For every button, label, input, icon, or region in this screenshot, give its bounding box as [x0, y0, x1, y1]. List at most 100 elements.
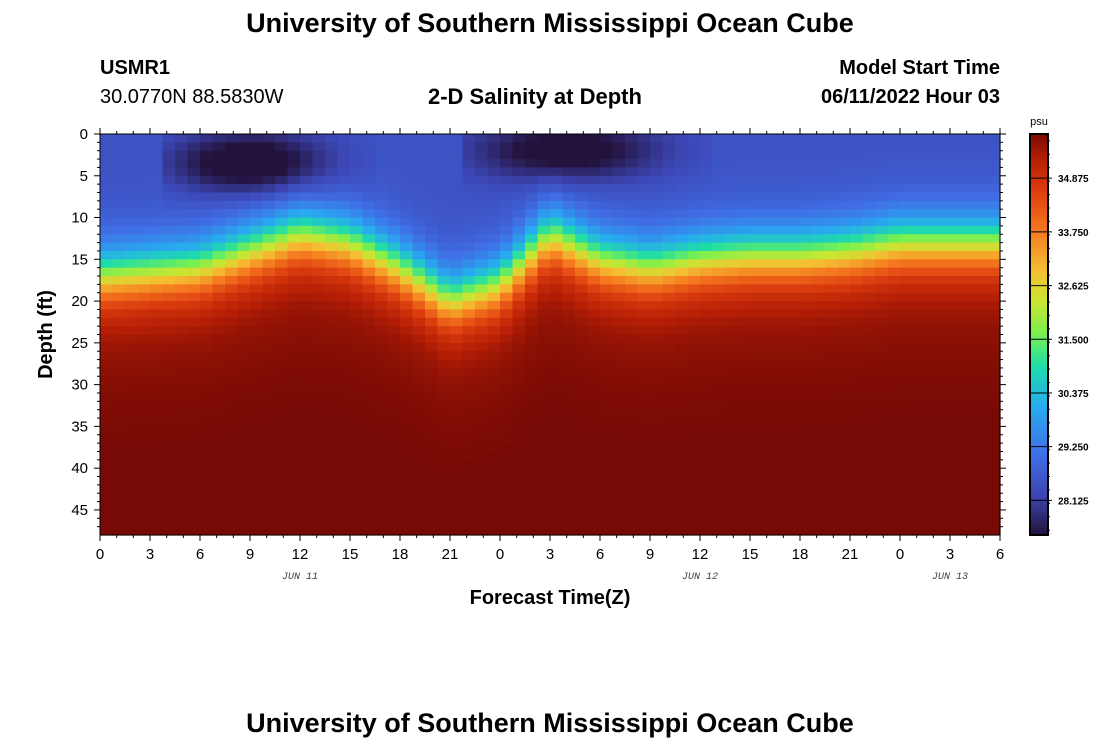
- heatmap-cell: [937, 284, 951, 294]
- heatmap-cell: [212, 434, 226, 444]
- heatmap-cell: [850, 434, 864, 444]
- heatmap-cell: [100, 150, 114, 160]
- heatmap-cell: [975, 284, 989, 294]
- heatmap-cell: [475, 526, 489, 536]
- heatmap-cell: [637, 351, 651, 361]
- heatmap-cell: [312, 150, 326, 160]
- heatmap-cell: [712, 225, 726, 235]
- heatmap-cell: [150, 292, 164, 302]
- colorbar-segment: [1030, 468, 1048, 473]
- heatmap-cell: [900, 509, 914, 519]
- heatmap-cell: [512, 259, 526, 269]
- heatmap-cell: [937, 468, 951, 478]
- heatmap-cell: [287, 501, 301, 511]
- heatmap-cell: [462, 367, 476, 377]
- heatmap-cell: [625, 184, 639, 194]
- heatmap-cell: [675, 518, 689, 528]
- heatmap-cell: [312, 309, 326, 319]
- heatmap-cell: [462, 250, 476, 260]
- heatmap-cell: [675, 175, 689, 185]
- heatmap-cell: [287, 443, 301, 453]
- heatmap-cell: [700, 259, 714, 269]
- heatmap-cell: [637, 159, 651, 169]
- heatmap-cell: [800, 309, 814, 319]
- heatmap-cell: [587, 468, 601, 478]
- heatmap-cell: [650, 501, 664, 511]
- heatmap-cell: [887, 259, 901, 269]
- heatmap-cell: [812, 468, 826, 478]
- heatmap-cell: [125, 409, 139, 419]
- heatmap-cell: [525, 192, 539, 202]
- heatmap-cell: [937, 367, 951, 377]
- heatmap-cell: [600, 443, 614, 453]
- heatmap-cell: [712, 376, 726, 386]
- heatmap-cell: [387, 242, 401, 252]
- heatmap-cell: [262, 309, 276, 319]
- heatmap-cell: [600, 209, 614, 219]
- heatmap-cell: [725, 468, 739, 478]
- heatmap-cell: [150, 459, 164, 469]
- heatmap-cell: [375, 250, 389, 260]
- heatmap-cell: [600, 509, 614, 519]
- heatmap-cell: [650, 326, 664, 336]
- heatmap-cell: [925, 376, 939, 386]
- station-coordinates: 30.0770N 88.5830W: [100, 86, 284, 108]
- heatmap-cell: [775, 200, 789, 210]
- heatmap-cell: [737, 384, 751, 394]
- heatmap-cell: [725, 225, 739, 235]
- heatmap-cell: [875, 301, 889, 311]
- heatmap-cell: [487, 317, 501, 327]
- heatmap-cell: [650, 526, 664, 536]
- heatmap-cell: [437, 209, 451, 219]
- heatmap-cell: [687, 175, 701, 185]
- heatmap-cell: [737, 418, 751, 427]
- heatmap-cell: [187, 334, 201, 344]
- heatmap-cell: [825, 418, 839, 427]
- heatmap-cell: [337, 434, 351, 444]
- colorbar-segment: [1030, 461, 1048, 466]
- heatmap-cell: [825, 200, 839, 210]
- heatmap-cell: [150, 192, 164, 202]
- heatmap-cell: [125, 493, 139, 503]
- heatmap-cell: [625, 484, 639, 494]
- heatmap-cell: [762, 342, 776, 352]
- heatmap-cell: [487, 509, 501, 519]
- heatmap-cell: [987, 418, 1001, 427]
- heatmap-cell: [212, 250, 226, 260]
- heatmap-cell: [475, 150, 489, 160]
- heatmap-cell: [937, 493, 951, 503]
- heatmap-cell: [887, 392, 901, 402]
- heatmap-cell: [587, 301, 601, 311]
- heatmap-cell: [725, 234, 739, 244]
- heatmap-cell: [837, 159, 851, 169]
- heatmap-cell: [537, 209, 551, 219]
- heatmap-cell: [550, 501, 564, 511]
- heatmap-cell: [337, 250, 351, 260]
- heatmap-cell: [550, 443, 564, 453]
- heatmap-cell: [187, 409, 201, 419]
- heatmap-cell: [650, 418, 664, 427]
- heatmap-cell: [962, 392, 976, 402]
- heatmap-cell: [637, 484, 651, 494]
- colorbar-segment: [1030, 331, 1048, 335]
- heatmap-cell: [237, 392, 251, 402]
- heatmap-cell: [625, 234, 639, 244]
- heatmap-cell: [962, 209, 976, 219]
- heatmap-cell: [312, 192, 326, 202]
- colorbar-segment: [1030, 177, 1048, 182]
- heatmap-cell: [825, 392, 839, 402]
- heatmap-cell: [150, 209, 164, 219]
- heatmap-cell: [100, 292, 114, 302]
- heatmap-cell: [362, 468, 376, 478]
- heatmap-cell: [900, 459, 914, 469]
- heatmap-cell: [425, 418, 439, 427]
- heatmap-cell: [612, 392, 626, 402]
- heatmap-cell: [787, 401, 801, 411]
- heatmap-cell: [162, 526, 176, 536]
- heatmap-cell: [350, 234, 364, 244]
- heatmap-cell: [350, 468, 364, 478]
- heatmap-cell: [925, 134, 939, 143]
- heatmap-cell: [100, 309, 114, 319]
- heatmap-cell: [362, 334, 376, 344]
- heatmap-cell: [437, 200, 451, 210]
